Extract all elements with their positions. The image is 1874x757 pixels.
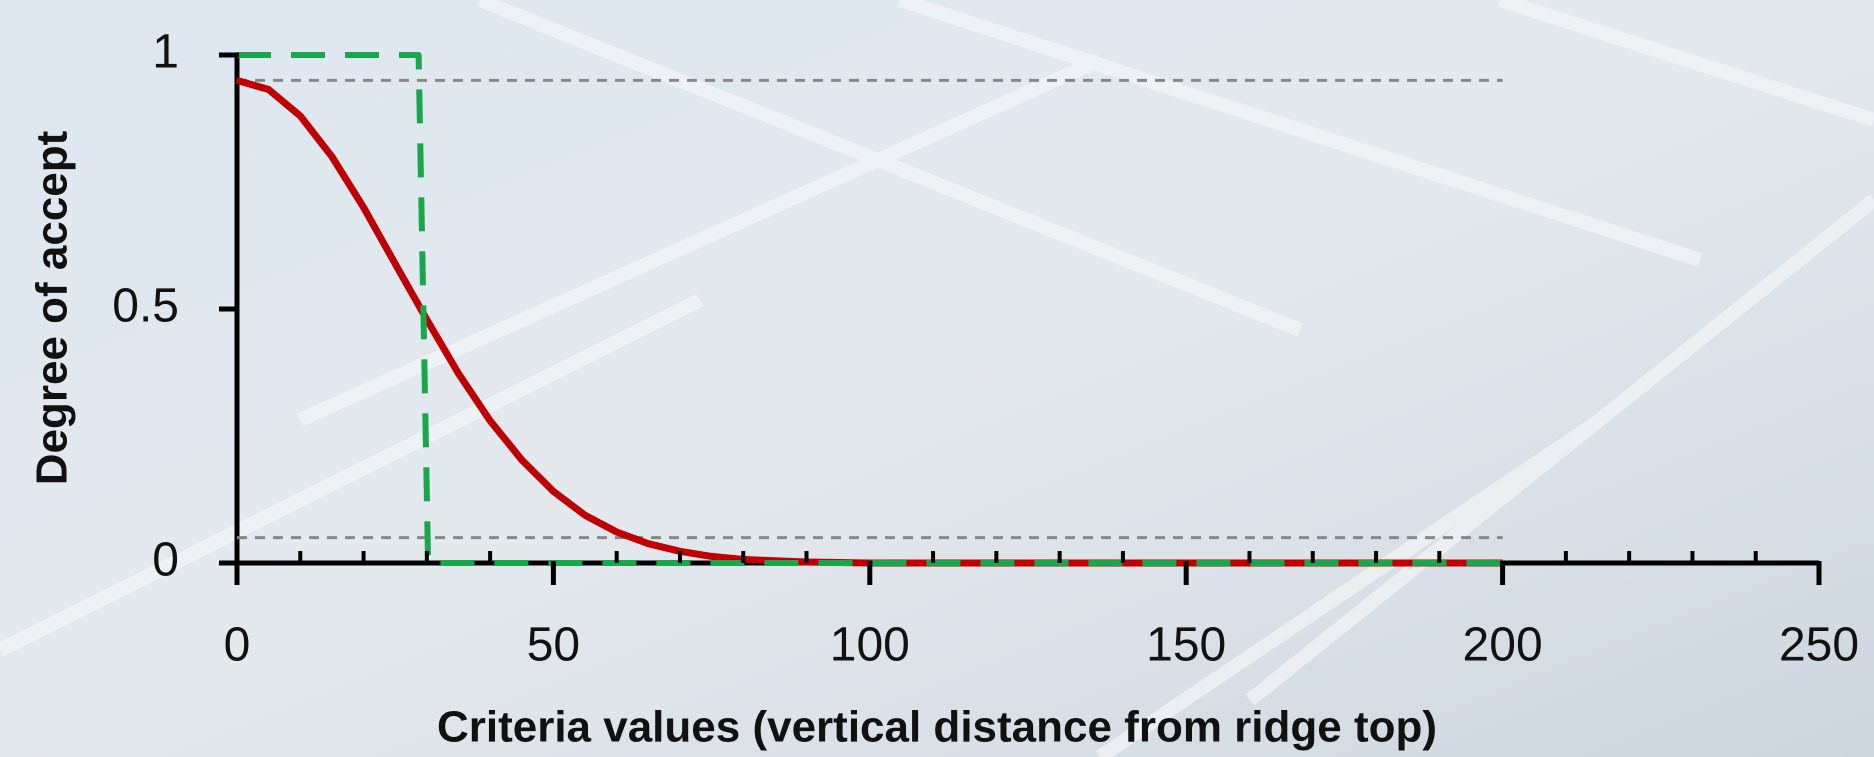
x-tick-label: 0 [224,619,251,672]
y-axis-title: Degree of accept [28,130,77,485]
y-tick-label: 1 [152,26,179,79]
background [0,0,1874,757]
x-axis-title: Criteria values (vertical distance from … [437,703,1437,752]
x-tick-label: 250 [1779,619,1859,672]
y-tick-label: 0.5 [112,280,179,333]
x-tick-label: 100 [830,619,910,672]
x-tick-label: 50 [527,619,580,672]
chart: Criteria values (vertical distance from … [0,0,1874,757]
y-tick-label: 0 [152,534,179,587]
x-tick-label: 150 [1146,619,1226,672]
x-tick-label: 200 [1463,619,1543,672]
